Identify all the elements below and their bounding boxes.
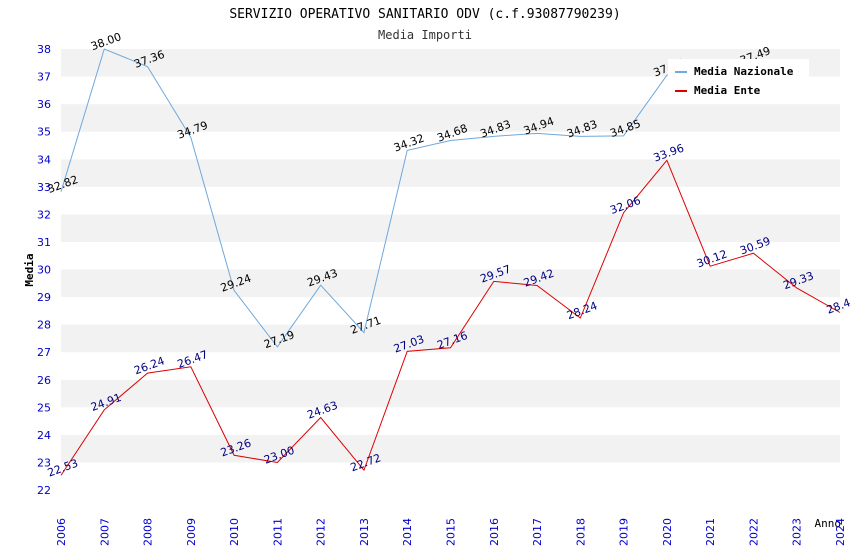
x-tick-label: 2024	[834, 518, 847, 546]
x-tick-label: 2013	[358, 518, 371, 546]
x-tick-label: 2018	[574, 518, 587, 546]
x-tick-label: 2021	[704, 518, 717, 546]
y-tick-label: 37	[37, 71, 51, 84]
grid-band	[61, 407, 840, 435]
grid-band	[61, 104, 840, 132]
chart-title: SERVIZIO OPERATIVO SANITARIO ODV (c.f.93…	[229, 7, 620, 22]
grid-band	[61, 434, 840, 463]
grid-band	[61, 214, 840, 242]
x-tick-label: 2016	[488, 518, 501, 546]
grid-band	[61, 269, 840, 298]
x-axis-label: Anno	[815, 517, 842, 530]
grid-bands	[61, 49, 840, 490]
y-tick-label: 31	[37, 236, 51, 249]
y-tick-label: 23	[37, 456, 51, 469]
y-tick-label: 29	[37, 291, 51, 304]
x-tick-label: 2014	[401, 518, 414, 546]
grid-band	[61, 352, 840, 380]
x-tick-label: 2011	[271, 518, 284, 546]
grid-band	[61, 131, 840, 160]
y-tick-label: 34	[37, 153, 51, 166]
y-tick-label: 33	[37, 181, 51, 194]
series-line-nazionale	[60, 48, 754, 348]
x-tick-label: 2006	[55, 518, 68, 546]
y-tick-label: 30	[37, 264, 51, 277]
y-tick-label: 27	[37, 346, 51, 359]
y-tick-label: 24	[37, 429, 51, 442]
x-tick-label: 2022	[747, 518, 760, 546]
grid-band	[61, 297, 840, 325]
chart-subtitle: Media Importi	[378, 28, 472, 42]
y-axis-label: Media	[23, 253, 36, 286]
y-tick-label: 22	[37, 484, 51, 497]
y-tick-label: 28	[37, 319, 51, 332]
y-tick-labels: 22 23 24 25 26 27 28 29 30 31 32 33 34 35 36 37 38	[37, 43, 51, 497]
series-line-ente	[60, 159, 841, 476]
x-tick-label: 2019	[618, 518, 631, 546]
grid-band	[61, 186, 840, 215]
y-tick-label: 36	[37, 98, 51, 111]
grid-band	[61, 159, 840, 187]
y-tick-label: 32	[37, 208, 51, 221]
legend: Media Nazionale Media Ente	[668, 59, 809, 101]
legend-box	[668, 59, 809, 101]
grid-band	[61, 379, 840, 408]
y-tick-label: 35	[37, 126, 51, 139]
legend-label-ente: Media Ente	[694, 84, 761, 97]
y-tick-label: 38	[37, 43, 51, 56]
x-tick-label: 2009	[185, 518, 198, 546]
grid-band	[61, 462, 840, 490]
x-tick-label: 2017	[531, 518, 544, 546]
x-tick-label: 2007	[98, 518, 111, 546]
x-tick-label: 2010	[228, 518, 241, 546]
x-tick-label: 2015	[445, 518, 458, 546]
y-tick-label: 25	[37, 401, 51, 414]
y-tick-label: 26	[37, 374, 51, 387]
series-lines	[60, 48, 841, 476]
x-tick-label: 2020	[661, 518, 674, 546]
x-tick-labels: 2006 2007 2008 2009 2010 2011 2012 2013 2014 2015…	[55, 518, 847, 546]
x-tick-label: 2008	[142, 518, 155, 546]
x-tick-label: 2012	[315, 518, 328, 546]
legend-label-nazionale: Media Nazionale	[694, 65, 794, 78]
x-tick-label: 2023	[791, 518, 804, 546]
